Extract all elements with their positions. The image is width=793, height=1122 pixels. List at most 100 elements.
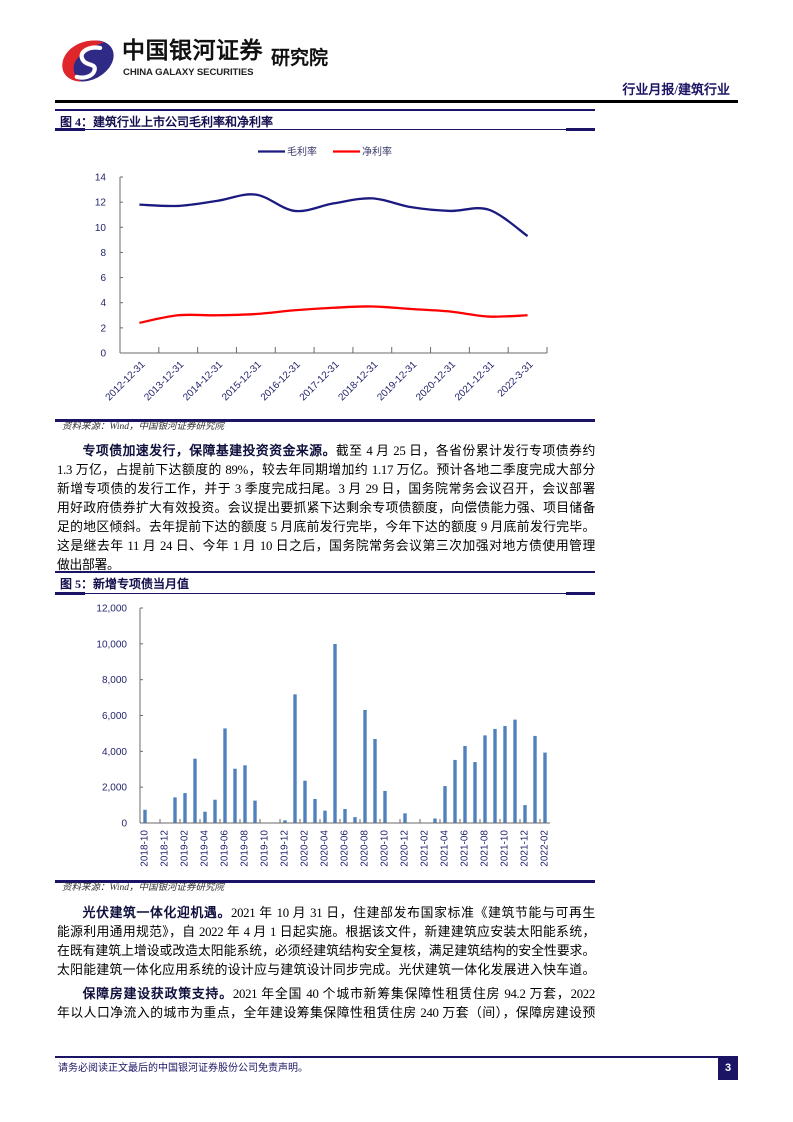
bar <box>203 811 207 823</box>
footer-disclaimer: 请务必阅读正文最后的中国银河证券股份公司免责声明。 <box>58 1063 308 1074</box>
bar <box>193 758 197 823</box>
x-tick-label: 2015-12-31 <box>220 359 264 403</box>
x-tick-label: 2019-12 <box>280 830 291 867</box>
x-tick-label: 2018-12-31 <box>336 359 380 403</box>
bar <box>303 780 307 823</box>
x-tick-label: 2020-04 <box>320 830 331 867</box>
y-tick-label: 0 <box>100 349 106 360</box>
figure4-source-rule <box>55 419 595 422</box>
x-tick-label: 2019-02 <box>180 830 191 867</box>
x-tick-label: 2020-02 <box>300 830 311 867</box>
bar <box>243 765 247 823</box>
x-tick-label: 2020-06 <box>340 830 351 867</box>
x-tick-label: 2014-12-31 <box>181 359 225 403</box>
figure5-top-rule <box>55 571 595 573</box>
bar <box>543 752 547 823</box>
paragraph-line: 保障房建设获政策支持。2021 年全国 40 个城市新筹集保障性租赁住房 94.… <box>57 985 596 1004</box>
x-tick-label: 2020-12 <box>400 830 411 867</box>
y-tick-label: 12 <box>95 198 107 209</box>
legend-label: 净利率 <box>362 145 392 158</box>
bar <box>473 762 477 823</box>
bar <box>363 709 367 823</box>
bar <box>483 735 487 823</box>
bar <box>513 719 517 823</box>
figure5-rule-accent-left <box>55 592 85 595</box>
figure4-top-rule <box>55 109 595 111</box>
bar <box>493 728 497 823</box>
y-tick-label: 12,000 <box>96 604 127 615</box>
bar <box>283 820 287 823</box>
bar <box>453 759 457 823</box>
y-tick-label: 4,000 <box>102 747 127 758</box>
paragraph-lead: 专项债加速发行，保障基建投资资金来源。 <box>82 444 337 458</box>
x-tick-label: 2016-12-31 <box>259 359 303 403</box>
institute-label: 研究院 <box>271 47 329 69</box>
bar <box>523 805 527 823</box>
x-tick-label: 2019-12-31 <box>375 359 419 403</box>
bar <box>383 790 387 823</box>
bar <box>183 793 187 823</box>
paragraph-line: 在既有建筑上增设或改造太阳能系统，必须经建筑结构安全复核，满足建筑结构的安全性要… <box>57 944 595 958</box>
x-tick-label: 2017-12-31 <box>298 359 342 403</box>
y-tick-label: 8 <box>100 248 106 259</box>
bar <box>403 813 407 823</box>
figure5-label: 图 5： <box>60 577 94 591</box>
x-tick-label: 2022-3-31 <box>496 359 536 399</box>
figure4-rule-accent-left <box>55 128 85 131</box>
galaxy-swirl-logo-icon <box>62 40 114 82</box>
bar <box>373 738 377 823</box>
x-tick-label: 2021-02 <box>420 830 431 867</box>
x-tick-label: 2021-10 <box>500 830 511 867</box>
x-tick-label: 2012-12-31 <box>104 359 148 403</box>
x-tick-label: 2021-12-31 <box>453 359 497 403</box>
brand-name-en: CHINA GALAXY SECURITIES <box>123 67 254 78</box>
figure4-title: 图 4：建筑行业上市公司毛利率和净利率 <box>60 114 273 130</box>
margin-line-chart: 毛利率 净利率024681012142012-12-312013-12-31201… <box>95 145 548 403</box>
bar <box>433 818 437 823</box>
x-tick-label: 2020-08 <box>360 830 371 867</box>
x-tick-label: 2021-04 <box>440 830 451 867</box>
x-tick-label: 2020-10 <box>380 830 391 867</box>
paragraph-bipv: 光伏建筑一体化迎机遇。2021 年 10 月 31 日，住建部发布国家标准《建筑… <box>57 904 595 980</box>
bar <box>213 799 217 823</box>
bar <box>143 809 147 823</box>
special-bond-bar-chart: 0 2,000 4,000 6,000 8,000 10,000 12,000 2018-10… <box>96 604 550 867</box>
x-tick-label: 2021-12 <box>520 830 531 867</box>
figure5-title: 图 5：新增专项债当月值 <box>60 576 189 592</box>
figure4-rule-accent-right <box>566 128 595 131</box>
x-tick-label: 2018-12 <box>160 830 171 867</box>
bar <box>223 728 227 823</box>
series-line <box>139 193 529 238</box>
paragraph-text: 2021 年 10 月 31 日，住建部发布国家标准《建筑节能与可再生 <box>230 906 596 920</box>
x-tick-label: 2021-06 <box>460 830 471 867</box>
bar <box>503 726 507 823</box>
y-tick-label: 6,000 <box>102 711 127 722</box>
figure5-source: 资料来源：Wind，中国银河证券研究院 <box>62 883 225 893</box>
series-line <box>139 305 528 324</box>
paragraph-line: 用好政府债券扩大有效投资。会议提出要抓紧下达剩余专项债额度，向偿债能力强、项目储… <box>57 501 595 515</box>
header-divider <box>55 100 738 103</box>
paragraph-text: 截至 4 月 25 日，各省份累计发行专项债券约 <box>335 444 595 458</box>
figure5-rule-accent-right <box>566 592 595 595</box>
y-tick-label: 10,000 <box>96 639 127 650</box>
paragraph-line: 年以人口净流入的城市为重点，全年建设筹集保障性租赁住房 240 万套（间），保障… <box>57 1006 595 1020</box>
y-tick-label: 2,000 <box>102 783 127 794</box>
paragraph-line: 专项债加速发行，保障基建投资资金来源。截至 4 月 25 日，各省份累计发行专项… <box>57 442 596 461</box>
y-tick-label: 10 <box>95 223 107 234</box>
legend-label: 毛利率 <box>287 145 317 158</box>
x-tick-label: 2021-08 <box>480 830 491 867</box>
brand-name-cn: 中国银河证券 <box>122 38 263 64</box>
bar <box>533 735 537 823</box>
figure4-title-text: 建筑行业上市公司毛利率和净利率 <box>93 115 274 129</box>
x-tick-label: 2020-12-31 <box>414 359 458 403</box>
x-tick-label: 2019-08 <box>240 830 251 867</box>
y-tick-label: 4 <box>100 298 106 309</box>
x-tick-label: 2013-12-31 <box>142 359 186 403</box>
footer-divider <box>55 1056 738 1058</box>
paragraph-lead: 光伏建筑一体化迎机遇。 <box>82 906 232 920</box>
figure5-title-text: 新增专项债当月值 <box>93 577 190 591</box>
bar <box>173 797 177 823</box>
bar <box>233 768 237 823</box>
x-tick-label: 2019-04 <box>200 830 211 867</box>
